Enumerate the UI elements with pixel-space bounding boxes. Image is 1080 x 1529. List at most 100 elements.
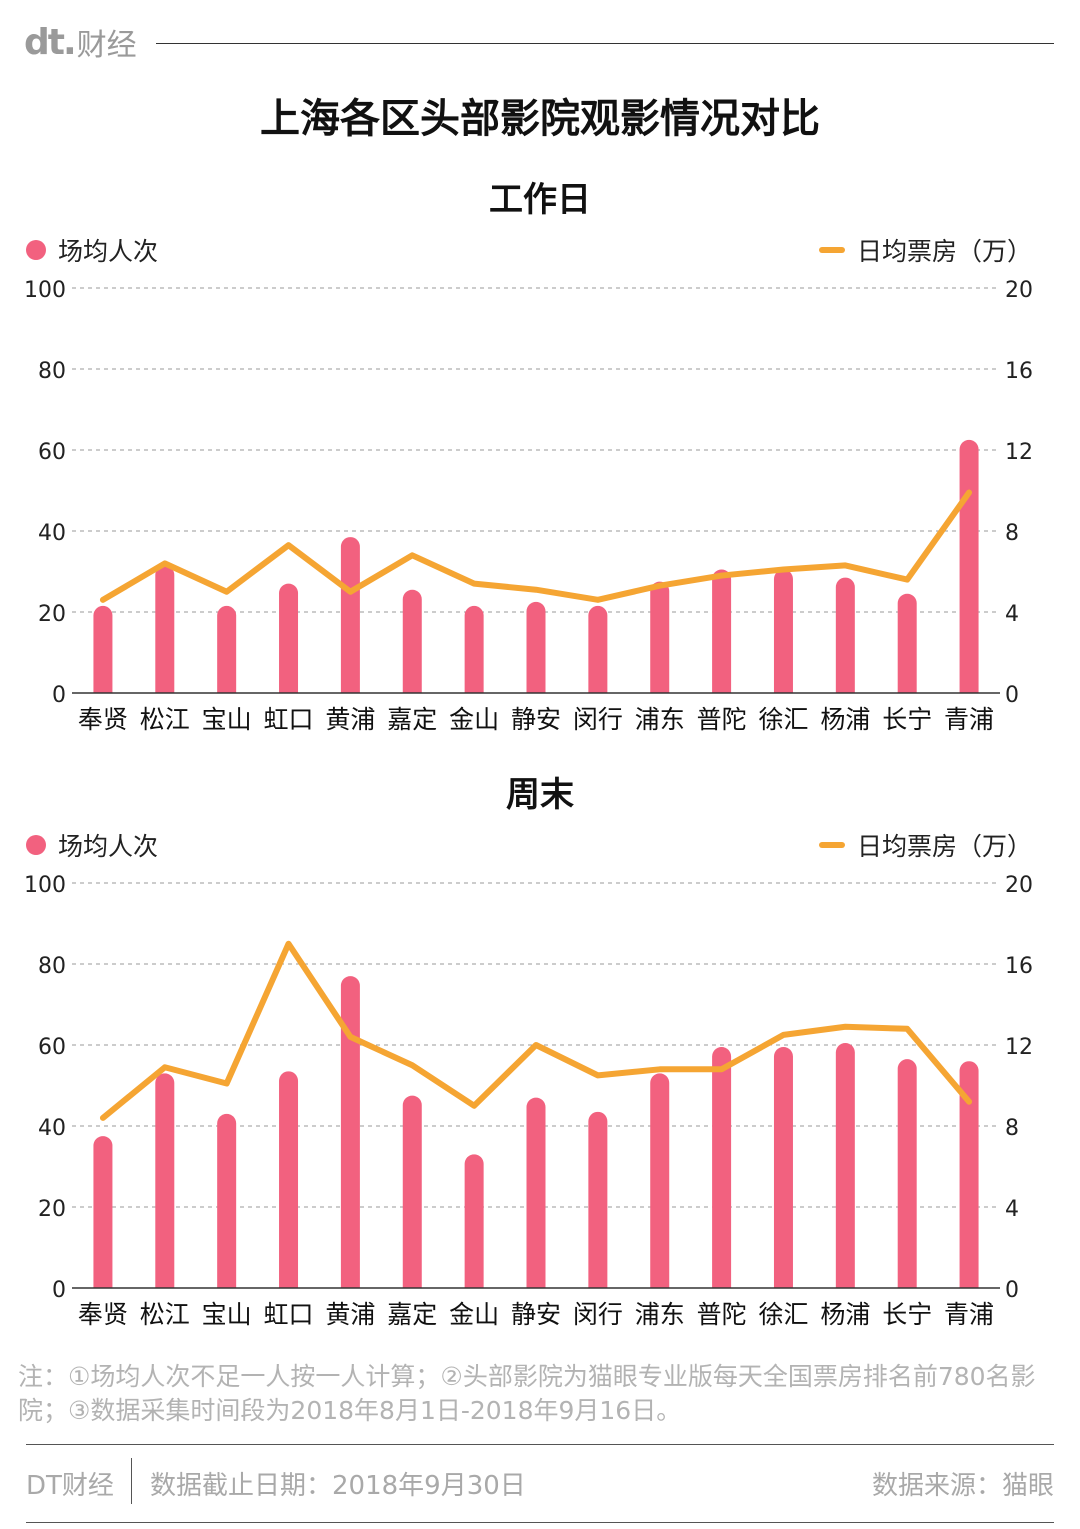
left-tick-label: 0 xyxy=(52,683,66,708)
category-label: 普陀 xyxy=(697,705,747,734)
legend-right-label: 日均票房（万） xyxy=(856,237,1032,266)
left-tick-label: 80 xyxy=(38,359,66,384)
category-label: 浦东 xyxy=(635,705,685,734)
right-tick-label: 20 xyxy=(1005,873,1033,898)
category-label: 嘉定 xyxy=(387,1300,437,1329)
legend-right-label: 日均票房（万） xyxy=(856,832,1032,861)
right-tick-label: 0 xyxy=(1005,1278,1019,1303)
right-tick-label: 20 xyxy=(1005,278,1033,303)
category-label: 虹口 xyxy=(264,1300,314,1329)
bar xyxy=(897,593,917,693)
left-tick-label: 40 xyxy=(38,1116,66,1141)
category-label: 长宁 xyxy=(882,705,932,734)
footer-divider-bottom xyxy=(26,1522,1054,1523)
bar xyxy=(340,976,360,1288)
bar xyxy=(959,1061,979,1288)
bar xyxy=(279,1071,299,1288)
right-tick-label: 0 xyxy=(1005,683,1019,708)
line-series xyxy=(99,489,973,603)
header-divider xyxy=(156,43,1054,44)
legend-dot-icon xyxy=(26,240,46,260)
bar xyxy=(402,1095,422,1288)
legend-left-label: 场均人次 xyxy=(58,832,159,861)
right-tick-label: 16 xyxy=(1005,954,1033,979)
bar xyxy=(93,1136,113,1288)
left-tick-label: 60 xyxy=(38,1035,66,1060)
bar xyxy=(217,605,237,693)
left-tick-label: 0 xyxy=(52,1278,66,1303)
line-series xyxy=(99,940,973,1121)
bar xyxy=(340,537,360,693)
bar xyxy=(712,569,732,693)
category-label: 宝山 xyxy=(202,1300,252,1329)
category-label: 闵行 xyxy=(573,705,623,734)
footer-separator xyxy=(131,1458,132,1504)
bar xyxy=(155,565,175,693)
category-label: 普陀 xyxy=(697,1300,747,1329)
category-label: 奉贤 xyxy=(78,1300,128,1329)
brand-logo: dt. 财经 xyxy=(24,22,137,64)
left-tick-label: 20 xyxy=(38,1197,66,1222)
legend-line-icon xyxy=(818,842,845,848)
brand-name: 财经 xyxy=(76,28,137,63)
category-label: 金山 xyxy=(449,705,499,734)
category-label: 闵行 xyxy=(573,1300,623,1329)
left-tick-label: 60 xyxy=(38,440,66,465)
footer-divider-top xyxy=(26,1444,1054,1445)
left-tick-label: 40 xyxy=(38,521,66,546)
category-label: 杨浦 xyxy=(820,705,870,734)
category-label: 青浦 xyxy=(944,705,994,734)
bar xyxy=(526,601,546,693)
chart-weekend: 0 20 40 60 80 100 0 4 8 12 16 20 奉贤 松江 宝山 虹口 黄浦 嘉定 金山 静安 闵行浦… xyxy=(24,873,1033,1329)
category-label: 黄浦 xyxy=(325,1300,375,1329)
right-tick-label: 12 xyxy=(1005,1035,1033,1060)
bar xyxy=(464,1154,484,1288)
legend-left-weekday: 场均人次 xyxy=(26,232,158,268)
right-tick-label: 4 xyxy=(1005,1197,1019,1222)
left-tick-label: 100 xyxy=(24,873,66,898)
category-label: 宝山 xyxy=(202,705,252,734)
category-label: 松江 xyxy=(140,1300,190,1329)
bar xyxy=(835,1042,855,1288)
legend-right-weekday: 日均票房（万） xyxy=(818,232,1032,268)
category-label: 徐汇 xyxy=(758,705,808,734)
right-tick-label: 8 xyxy=(1005,1116,1019,1141)
bar xyxy=(650,581,670,693)
legend-left-weekend: 场均人次 xyxy=(26,827,158,863)
category-label: 黄浦 xyxy=(325,705,375,734)
category-label: 青浦 xyxy=(944,1300,994,1329)
category-label: 徐汇 xyxy=(758,1300,808,1329)
bar xyxy=(93,605,113,693)
legend-line-icon xyxy=(818,247,845,253)
bar xyxy=(464,605,484,693)
bar xyxy=(650,1073,670,1288)
bar xyxy=(835,577,855,693)
bar xyxy=(279,583,299,693)
category-label: 浦东 xyxy=(635,1300,685,1329)
category-label: 奉贤 xyxy=(78,705,128,734)
bar xyxy=(712,1047,732,1288)
category-label: 松江 xyxy=(140,705,190,734)
bar xyxy=(773,1047,793,1288)
footnote: 注：①场均人次不足一人按一人计算；②头部影院为猫眼专业版每天全国票房排名前780… xyxy=(18,1362,1036,1425)
bar xyxy=(526,1097,546,1288)
bar xyxy=(897,1059,917,1288)
left-tick-label: 20 xyxy=(38,602,66,627)
bar xyxy=(773,569,793,693)
legend-left-label: 场均人次 xyxy=(58,237,159,266)
bar xyxy=(588,1111,608,1288)
category-label: 嘉定 xyxy=(387,705,437,734)
category-label: 金山 xyxy=(449,1300,499,1329)
category-label: 静安 xyxy=(511,1300,561,1329)
bar xyxy=(588,605,608,693)
chart-title-weekday: 工作日 xyxy=(489,180,591,220)
main-title: 上海各区头部影院观影情况对比 xyxy=(260,96,820,142)
chart-title-weekend: 周末 xyxy=(506,775,574,815)
right-tick-label: 8 xyxy=(1005,521,1019,546)
right-tick-label: 4 xyxy=(1005,602,1019,627)
footer-source: 数据来源：猫眼 xyxy=(871,1471,1054,1501)
bar xyxy=(402,589,422,693)
category-label: 长宁 xyxy=(882,1300,932,1329)
category-label: 杨浦 xyxy=(820,1300,870,1329)
left-tick-label: 80 xyxy=(38,954,66,979)
